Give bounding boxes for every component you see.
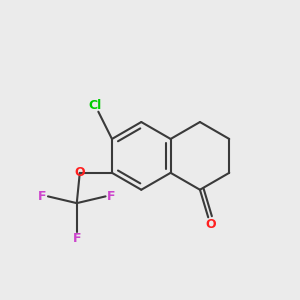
Text: F: F [107, 190, 116, 203]
Text: F: F [73, 232, 81, 245]
Text: O: O [205, 218, 216, 231]
Text: F: F [38, 190, 46, 203]
Text: Cl: Cl [89, 99, 102, 112]
Text: O: O [74, 166, 85, 179]
